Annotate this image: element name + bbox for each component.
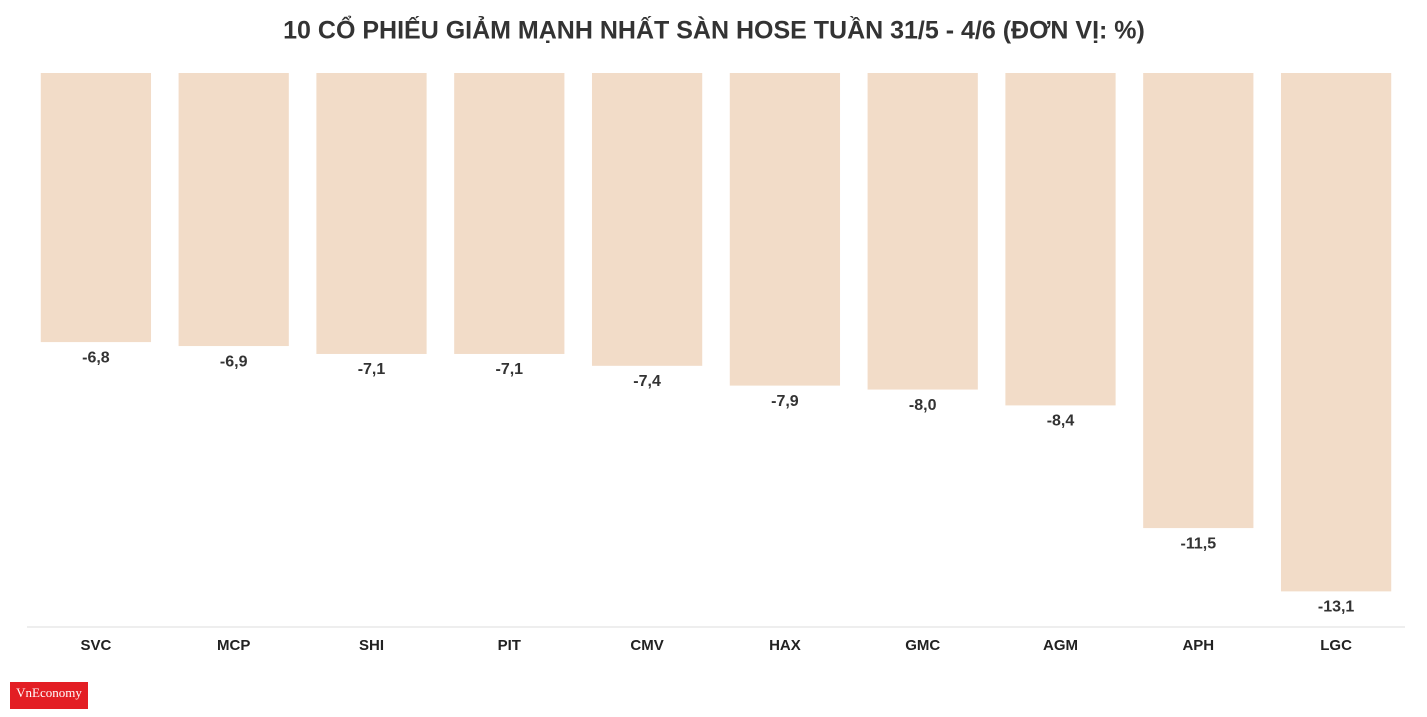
value-label: -7,4: [633, 373, 661, 390]
x-tick-label: CMV: [630, 637, 663, 654]
value-label: -13,1: [1318, 599, 1355, 616]
x-tick-label: PIT: [498, 637, 521, 654]
x-tick-label: LGC: [1320, 637, 1352, 654]
value-label: -7,1: [358, 361, 386, 378]
value-label: -7,1: [496, 361, 524, 378]
logo-box: [10, 682, 88, 709]
x-tick-label: AGM: [1043, 637, 1078, 654]
x-tick-label: GMC: [905, 637, 940, 654]
value-label: -6,8: [82, 349, 110, 366]
x-tick-label: APH: [1182, 637, 1214, 654]
value-label: -8,0: [909, 397, 937, 414]
chart-title: 10 CỔ PHIẾU GIẢM MẠNH NHẤT SÀN HOSE TUẦN…: [283, 15, 1145, 45]
logo: VnEconomy: [16, 685, 82, 700]
bar: [591, 73, 703, 366]
bar: [178, 73, 289, 347]
value-label: -6,9: [220, 353, 248, 370]
bar: [867, 73, 978, 390]
x-tick-label: SHI: [359, 637, 384, 654]
bar: [729, 73, 841, 386]
x-tick-label: HAX: [769, 637, 801, 654]
value-label: -11,5: [1181, 535, 1217, 552]
bar: [1143, 73, 1254, 529]
bar: [1280, 73, 1392, 592]
value-label: -7,9: [771, 393, 799, 410]
bar: [1005, 73, 1116, 406]
x-tick-label: SVC: [80, 637, 111, 654]
value-label: -8,4: [1047, 413, 1075, 430]
bar: [40, 73, 152, 343]
x-tick-label: MCP: [217, 637, 250, 654]
bar: [454, 73, 565, 354]
bar: [316, 73, 427, 354]
